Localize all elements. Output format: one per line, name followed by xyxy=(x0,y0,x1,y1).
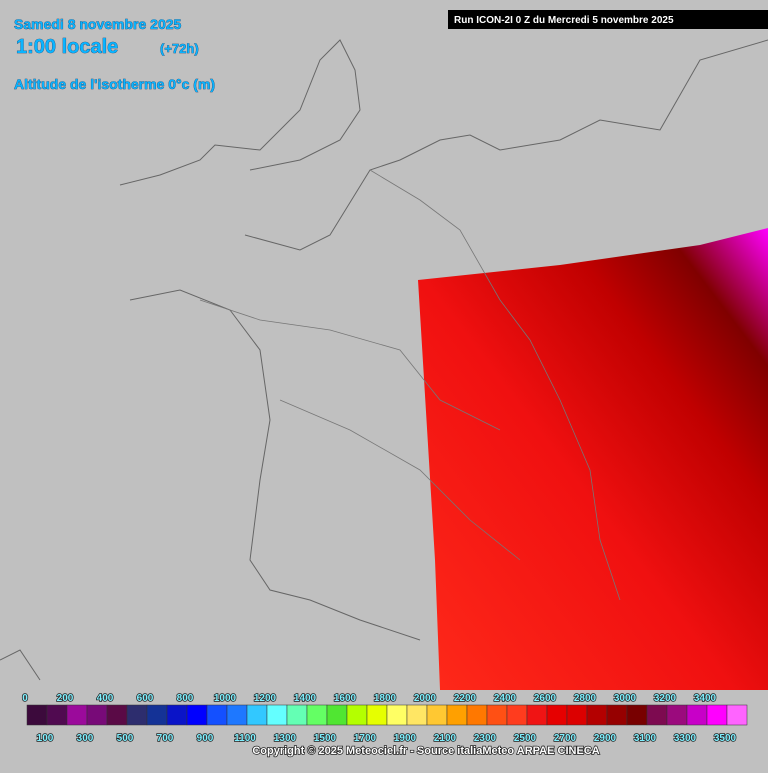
legend-label: 1700 xyxy=(354,733,377,744)
legend-label: 100 xyxy=(37,733,54,744)
legend-label: 2700 xyxy=(554,733,577,744)
legend-swatch xyxy=(146,704,168,726)
legend-label: 2200 xyxy=(454,693,477,704)
legend-swatch xyxy=(86,704,108,726)
legend-swatch xyxy=(26,704,48,726)
run-info: Run ICON-2I 0 Z du Mercredi 5 novembre 2… xyxy=(454,15,674,26)
legend-swatch xyxy=(466,704,488,726)
legend-label: 600 xyxy=(137,693,154,704)
lead-time: (+72h) xyxy=(160,41,199,56)
legend-label: 2500 xyxy=(514,733,537,744)
legend-swatch xyxy=(446,704,468,726)
legend-swatch xyxy=(286,704,308,726)
legend-swatch xyxy=(306,704,328,726)
legend-label: 2300 xyxy=(474,733,497,744)
legend-label: 700 xyxy=(157,733,174,744)
legend-label: 400 xyxy=(97,693,114,704)
legend-label: 1100 xyxy=(234,733,256,744)
legend-swatch xyxy=(166,704,188,726)
legend-swatch xyxy=(66,704,88,726)
legend-swatch xyxy=(706,704,728,726)
legend-swatch xyxy=(326,704,348,726)
legend-label: 3500 xyxy=(714,733,737,744)
legend-label: 0 xyxy=(22,693,28,704)
legend-swatch xyxy=(406,704,428,726)
date: Samedi 8 novembre 2025 xyxy=(14,16,182,32)
legend-label: 1500 xyxy=(314,733,337,744)
legend-label: 3000 xyxy=(614,693,637,704)
isotherm-field xyxy=(418,228,768,690)
legend-label: 3300 xyxy=(674,733,697,744)
legend-swatch xyxy=(426,704,448,726)
legend-swatch xyxy=(666,704,688,726)
legend-label: 3400 xyxy=(694,693,717,704)
run-banner xyxy=(448,10,768,29)
legend-label: 1200 xyxy=(254,693,277,704)
legend-swatch xyxy=(266,704,288,726)
legend-label: 800 xyxy=(177,693,194,704)
legend-label: 900 xyxy=(197,733,214,744)
legend-label: 1400 xyxy=(294,693,317,704)
coastlines xyxy=(0,39,768,681)
legend-swatch xyxy=(526,704,548,726)
legend-swatch xyxy=(546,704,568,726)
legend-swatch xyxy=(366,704,388,726)
legend-label: 300 xyxy=(77,733,94,744)
legend-swatch xyxy=(106,704,128,726)
legend-label: 2000 xyxy=(414,693,437,704)
field-name: Altitude de l'isotherme 0°c (m) xyxy=(14,76,215,92)
legend-label: 1600 xyxy=(334,693,357,704)
legend-swatch xyxy=(226,704,248,726)
legend-swatch xyxy=(46,704,68,726)
legend-label: 1800 xyxy=(374,693,397,704)
borders xyxy=(199,169,621,601)
legend-swatch xyxy=(386,704,408,726)
legend-swatch xyxy=(626,704,648,726)
legend-label: 1900 xyxy=(394,733,417,744)
legend-label: 2100 xyxy=(434,733,457,744)
legend-swatch xyxy=(206,704,228,726)
time: 1:00 locale xyxy=(16,36,118,58)
legend-label: 3100 xyxy=(634,733,657,744)
legend-label: 2900 xyxy=(594,733,617,744)
legend-label: 500 xyxy=(117,733,134,744)
legend-label: 200 xyxy=(57,693,74,704)
legend-swatch xyxy=(486,704,508,726)
legend-label: 1300 xyxy=(274,733,297,744)
legend-label: 3200 xyxy=(654,693,677,704)
legend-swatch xyxy=(186,704,208,726)
legend-label: 1000 xyxy=(214,693,237,704)
legend-swatch xyxy=(126,704,148,726)
legend-swatch xyxy=(726,704,748,726)
legend-label: 2400 xyxy=(494,693,517,704)
legend-label: 2600 xyxy=(534,693,557,704)
legend-swatch xyxy=(586,704,608,726)
legend-swatch xyxy=(606,704,628,726)
legend: 0 100 200 300 400 500 600 700 800 900 1000 1100 1200… xyxy=(21,692,748,745)
legend-swatch xyxy=(646,704,668,726)
copyright: Copyright © 2025 Meteociel.fr - Source i… xyxy=(252,745,599,757)
legend-swatch xyxy=(346,704,368,726)
legend-label: 2800 xyxy=(574,693,597,704)
legend-swatch xyxy=(506,704,528,726)
legend-swatch xyxy=(246,704,268,726)
legend-swatch xyxy=(686,704,708,726)
legend-swatch xyxy=(566,704,588,726)
